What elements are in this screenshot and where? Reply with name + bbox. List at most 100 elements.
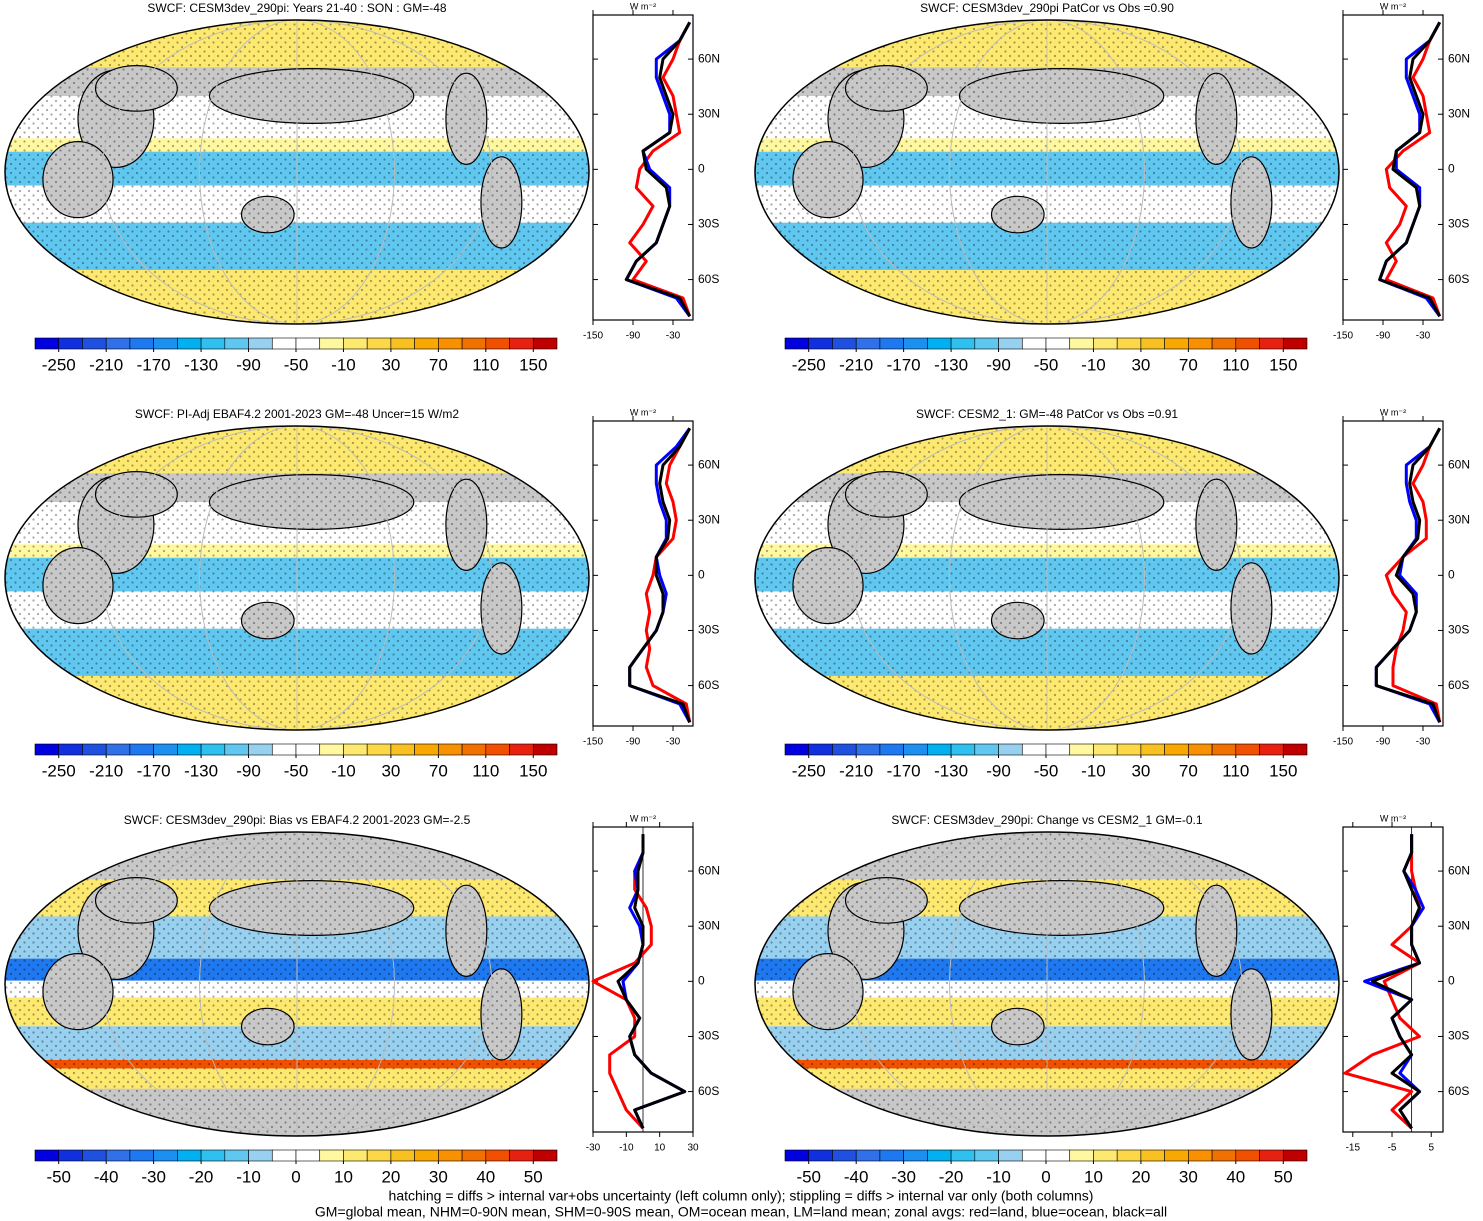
colorbar-bin (927, 743, 952, 756)
colorbar-label: -250 (42, 761, 76, 780)
colorbar-bin (1116, 743, 1142, 756)
colorbar-bin (832, 1149, 857, 1162)
colorbar-label: 0 (291, 1167, 300, 1186)
colorbar-bin (1235, 337, 1260, 350)
colorbar-label: 110 (472, 355, 499, 374)
x-tick-label: -30 (1416, 737, 1431, 748)
colorbar-bin (271, 743, 297, 756)
x-tick-label: -90 (626, 737, 641, 748)
x-tick-label: -90 (1376, 331, 1391, 342)
colorbar-bin (1140, 743, 1165, 756)
colorbar-bin (414, 743, 439, 756)
colorbar-label: 40 (476, 1167, 495, 1186)
colorbar-bin (1188, 743, 1213, 756)
colorbar-label: -50 (284, 761, 309, 780)
meridian (949, 20, 1145, 324)
colorbar-label: -20 (189, 1167, 214, 1186)
colorbar-label: -210 (89, 761, 123, 780)
colorbar-bin (153, 1149, 178, 1162)
meridian (101, 20, 493, 324)
colorbar-label: 40 (1226, 1167, 1245, 1186)
colorbar-label: -10 (1081, 355, 1106, 374)
colorbar-label: -10 (331, 761, 356, 780)
y-tick-label: 30S (698, 623, 719, 637)
colorbar-bin (343, 337, 368, 350)
y-tick-label: 30N (1448, 512, 1470, 526)
map-border (754, 19, 1340, 325)
colorbar-label: -210 (839, 355, 873, 374)
y-tick-label: 60N (1448, 51, 1470, 65)
colorbar-label: -90 (986, 355, 1011, 374)
colorbar-label: 0 (1041, 1167, 1050, 1186)
colorbar-label: -130 (934, 761, 968, 780)
colorbar-bin (1045, 1149, 1071, 1162)
meridian (199, 426, 395, 730)
colorbar-label: -10 (331, 355, 356, 374)
y-tick-label: 60N (698, 863, 720, 877)
y-tick-label: 60S (698, 1084, 719, 1098)
y-tick-label: 60S (1448, 678, 1469, 692)
colorbar-bin (1235, 1149, 1260, 1162)
x-tick-label: 5 (1428, 1143, 1434, 1154)
zonal-line (1343, 834, 1421, 1130)
colorbar-label: -90 (236, 355, 261, 374)
colorbar-bin (1045, 743, 1071, 756)
colorbar-label: -90 (236, 761, 261, 780)
colorbar-bin (1282, 1149, 1308, 1162)
colorbar-bin (58, 743, 83, 756)
x-tick-label: 10 (654, 1143, 666, 1154)
y-tick-label: 30S (1448, 217, 1469, 231)
colorbar-bin (1164, 337, 1189, 350)
colorbar-bin (998, 1149, 1023, 1162)
colorbar-bin (319, 1149, 344, 1162)
colorbar-bin (1188, 337, 1213, 350)
colorbar-label: 10 (1084, 1167, 1103, 1186)
y-tick-label: 60N (698, 51, 720, 65)
colorbar-bin (974, 337, 999, 350)
colorbar-bin (177, 1149, 202, 1162)
colorbar-label: 150 (1269, 761, 1297, 780)
colorbar-label: -130 (934, 355, 968, 374)
colorbar-bin (808, 337, 833, 350)
y-tick-label: 30S (1448, 1029, 1469, 1043)
colorbar-bin (509, 337, 534, 350)
x-tick-label: -30 (1416, 331, 1431, 342)
colorbar-label: -10 (1081, 761, 1106, 780)
colorbar-bin (950, 743, 976, 756)
colorbar-bin (855, 743, 881, 756)
colorbar-bin (1140, 1149, 1165, 1162)
colorbar-bin (438, 743, 463, 756)
colorbar-bin (390, 1149, 415, 1162)
y-tick-label: 30N (698, 106, 720, 120)
colorbar-bin (1116, 337, 1142, 350)
x-tick-label: -5 (1388, 1143, 1397, 1154)
colorbar-bin (855, 337, 881, 350)
colorbar-label: 30 (1131, 355, 1150, 374)
y-tick-label: 30S (698, 1029, 719, 1043)
map-border (4, 19, 590, 325)
colorbar-bin (319, 743, 344, 756)
colorbar-bin (1045, 337, 1071, 350)
zonal-frame (592, 420, 694, 727)
colorbar-bin (1140, 337, 1165, 350)
colorbar-bin (998, 743, 1023, 756)
colorbar-bin (1259, 337, 1284, 350)
colorbar-bin (1282, 743, 1308, 756)
colorbar-bin (485, 743, 510, 756)
y-tick-label: 60S (698, 272, 719, 286)
colorbar-bin (485, 1149, 510, 1162)
y-tick-label: 0 (1448, 568, 1455, 582)
zonal-line (1370, 834, 1421, 1130)
units-label: W m⁻² (630, 1, 656, 11)
colorbar-bin (129, 1149, 154, 1162)
colorbar-label: -210 (839, 761, 873, 780)
colorbar-bin (271, 337, 297, 350)
colorbar-bin (414, 337, 439, 350)
colorbar-label: 110 (472, 761, 499, 780)
colorbar-label: -130 (184, 761, 218, 780)
colorbar-bin (950, 337, 976, 350)
y-tick-label: 30S (698, 217, 719, 231)
x-tick-label: -30 (586, 1143, 601, 1154)
x-tick-label: -150 (1333, 331, 1353, 342)
